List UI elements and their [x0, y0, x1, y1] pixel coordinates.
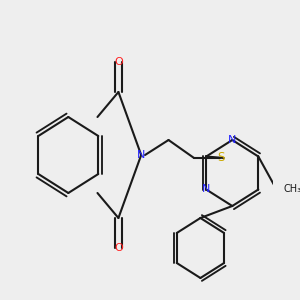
- Text: O: O: [114, 243, 123, 253]
- Text: N: N: [137, 150, 146, 160]
- Text: S: S: [217, 152, 224, 164]
- Text: CH₃: CH₃: [284, 184, 300, 194]
- Text: O: O: [114, 57, 123, 67]
- Text: N: N: [228, 135, 236, 145]
- Text: N: N: [202, 184, 210, 194]
